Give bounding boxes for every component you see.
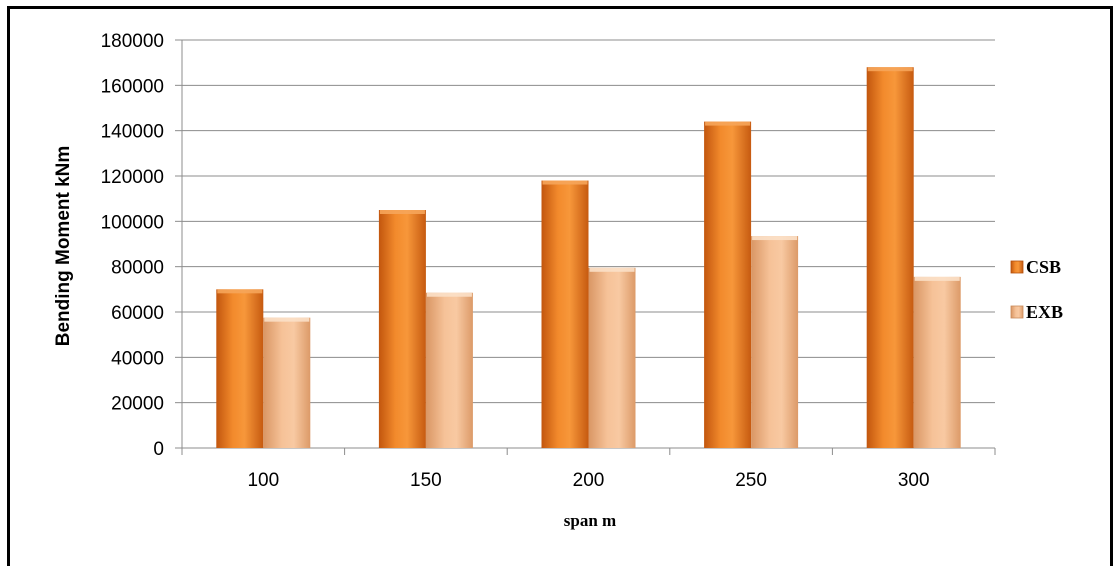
x-tick-label: 100: [247, 470, 279, 491]
bar-csb-300-top-highlight: [867, 67, 913, 72]
bar-exb-250-body: [751, 236, 799, 448]
legend-label: EXB: [1026, 302, 1063, 322]
bar-exb-300: [913, 276, 961, 448]
legend-swatch: [1010, 305, 1024, 319]
x-tick-labels: 100 150 200 250 300: [247, 470, 929, 491]
bar-csb-250: [704, 121, 752, 448]
bar-exb-150-top-highlight: [426, 292, 472, 297]
bar-csb-150-body: [378, 210, 426, 448]
bar-exb-250: [751, 236, 799, 448]
bar-exb-100-top-highlight: [264, 317, 310, 322]
bars: [216, 67, 961, 449]
y-tick-label: 160000: [101, 76, 164, 97]
bar-csb-100: [216, 289, 264, 448]
bar-exb-100: [263, 317, 311, 448]
bar-csb-100-top-highlight: [217, 289, 263, 294]
y-tick-label: 60000: [111, 303, 164, 324]
bar-exb-200-top-highlight: [589, 267, 635, 272]
bar-csb-250-body: [704, 121, 752, 448]
y-tick-label: 20000: [111, 394, 164, 415]
bar-exb-200: [588, 267, 636, 448]
bar-exb-300-top-highlight: [914, 276, 960, 281]
y-tick-label: 180000: [101, 31, 164, 52]
y-tick-label: 120000: [101, 167, 164, 188]
bar-csb-150: [378, 210, 426, 448]
x-axis-title: span m: [564, 511, 616, 530]
x-tick-label: 300: [898, 470, 930, 491]
bar-exb-300-body: [913, 276, 961, 448]
bar-csb-200: [541, 180, 589, 449]
legend-label: CSB: [1026, 257, 1061, 277]
y-tick-label: 140000: [101, 122, 164, 143]
bar-exb-250-top-highlight: [752, 236, 798, 241]
bar-exb-200-body: [588, 267, 636, 448]
x-tick-label: 200: [573, 470, 605, 491]
legend-swatch: [1010, 260, 1024, 274]
bar-csb-200-top-highlight: [542, 180, 588, 185]
bar-csb-150-top-highlight: [379, 210, 425, 214]
x-tick-label: 250: [735, 470, 767, 491]
y-tick-labels: 0 20000 40000 60000 80000 100000 120000 140000 1…: [101, 31, 164, 460]
y-axis-title: Bending Moment kNm: [53, 146, 74, 347]
y-tick-label: 100000: [101, 212, 164, 233]
y-tick-label: 40000: [111, 348, 164, 369]
bar-csb-100-body: [216, 289, 264, 448]
bar-csb-300-body: [866, 67, 914, 448]
legend-item-csb: CSB: [1010, 257, 1061, 277]
legend: CSB EXB: [1010, 257, 1063, 322]
x-tick-label: 150: [410, 470, 442, 491]
bar-exb-150-body: [425, 292, 473, 448]
bar-exb-100-body: [263, 317, 311, 448]
bar-csb-200-body: [541, 180, 589, 449]
bar-csb-250-top-highlight: [705, 121, 751, 126]
bar-exb-150: [425, 292, 473, 448]
bar-csb-300: [866, 67, 914, 448]
y-tick-label: 80000: [111, 258, 164, 279]
legend-item-exb: EXB: [1010, 302, 1063, 322]
y-tick-label: 0: [153, 439, 164, 460]
